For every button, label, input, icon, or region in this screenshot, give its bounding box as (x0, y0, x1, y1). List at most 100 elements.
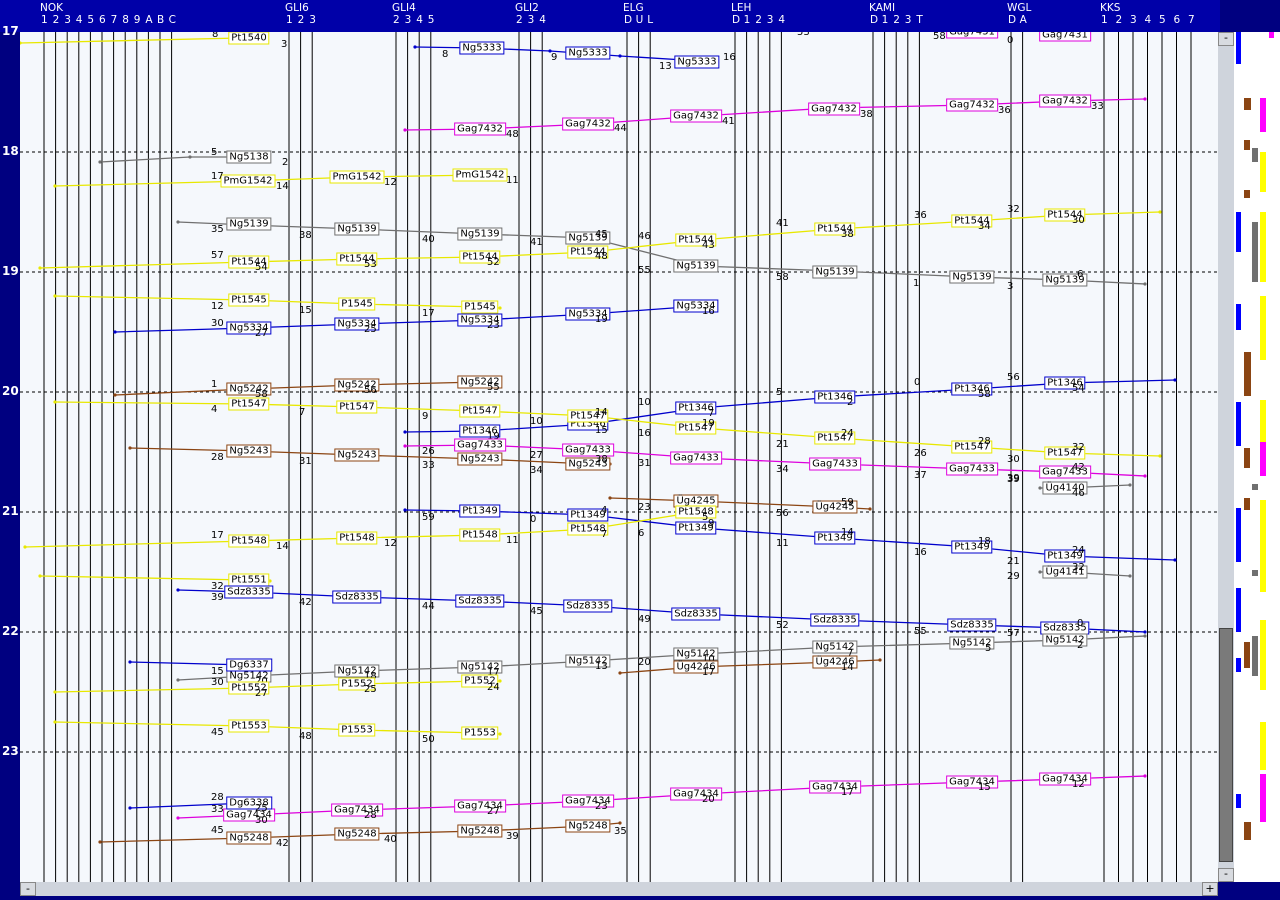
vertical-scrollbar[interactable]: - - (1218, 32, 1234, 882)
train-number-label[interactable]: Gag7434 (1039, 772, 1091, 786)
horizontal-scrollbar[interactable]: - + (20, 882, 1218, 896)
station-wgl[interactable]: WGL (1007, 2, 1032, 14)
station-gli6[interactable]: GLI6 (285, 2, 309, 14)
scroll-up-button[interactable]: - (1218, 32, 1234, 46)
train-number-label[interactable]: Pt1349 (459, 504, 501, 518)
train-number-label[interactable]: Ng5142 (457, 660, 503, 674)
train-number-label[interactable]: Ng5248 (457, 824, 503, 838)
train-number-label[interactable]: Üg4246 (812, 655, 858, 669)
station-gli2[interactable]: GLI2 (515, 2, 539, 14)
train-number-label[interactable]: P1553 (338, 723, 376, 737)
train-number-label[interactable]: Ng5334 (334, 317, 380, 331)
station-kks[interactable]: KKS (1100, 2, 1121, 14)
train-number-label[interactable]: Sdz8335 (563, 599, 613, 613)
train-number-label[interactable]: Pt1553 (228, 719, 270, 733)
train-number-label[interactable]: Pt1349 (1044, 549, 1086, 563)
train-number-label[interactable]: Ng5334 (226, 321, 272, 335)
train-number-label[interactable]: Ng5334 (565, 307, 611, 321)
train-number-label[interactable]: Pt1544 (675, 233, 717, 247)
train-number-label[interactable]: Pt1548 (459, 528, 501, 542)
train-number-label[interactable]: Gag7434 (454, 799, 506, 813)
train-number-label[interactable]: Ng5248 (334, 827, 380, 841)
train-number-label[interactable]: Pt1349 (675, 521, 717, 535)
train-number-label[interactable]: Ng5142 (673, 647, 719, 661)
train-graph[interactable]: Pt1540 8 3 Ng5333 Ng5333 Ng5333 8 9 13 16 Gag7432 G… (20, 32, 1218, 882)
train-number-label[interactable]: Pt1547 (675, 421, 717, 435)
overview-strip[interactable] (1234, 32, 1280, 882)
train-number-label[interactable]: Ng5243 (334, 448, 380, 462)
train-number-label[interactable]: Dg6338 (226, 796, 272, 810)
train-number-label[interactable]: Pt1544 (814, 222, 856, 236)
train-number-label[interactable]: Ng5242 (457, 375, 503, 389)
train-number-label[interactable]: Gag7434 (809, 780, 861, 794)
train-number-label[interactable]: Sdz8335 (947, 618, 997, 632)
train-number-label[interactable]: Pt1548 (567, 522, 609, 536)
train-number-label[interactable]: Ng5242 (334, 378, 380, 392)
train-number-label[interactable]: Dg6337 (226, 658, 272, 672)
train-number-label[interactable]: Pt1540 (228, 32, 270, 45)
station-elg[interactable]: ELG (623, 2, 644, 14)
train-number-label[interactable]: Pt1349 (951, 540, 993, 554)
train-number-label[interactable]: Ng5243 (457, 452, 503, 466)
train-number-label[interactable]: Üg4141 (1042, 565, 1088, 579)
train-number-label[interactable]: Ng5142 (812, 640, 858, 654)
train-number-label[interactable]: Ng5333 (674, 55, 720, 69)
train-number-label[interactable]: Üg4246 (673, 660, 719, 674)
station-kami[interactable]: KAMI (869, 2, 896, 14)
train-number-label[interactable]: Gag7432 (454, 122, 506, 136)
train-number-label[interactable]: Pt1547 (814, 431, 856, 445)
train-number-label[interactable]: Pt1346 (675, 401, 717, 415)
train-number-label[interactable]: Ng5139 (565, 231, 611, 245)
train-number-label[interactable]: Ng5243 (565, 457, 611, 471)
train-number-label[interactable]: Ng5142 (1042, 633, 1088, 647)
scroll-down-button[interactable]: - (1218, 868, 1234, 882)
train-number-label[interactable]: Pt1547 (567, 409, 609, 423)
train-number-label[interactable]: Gag7433 (454, 438, 506, 452)
scroll-thumb[interactable] (1219, 628, 1233, 862)
train-number-label[interactable]: Ng5334 (457, 313, 503, 327)
train-number-label[interactable]: Pt1544 (1044, 208, 1086, 222)
train-number-label[interactable]: Pt1346 (459, 424, 501, 438)
train-number-label[interactable]: Ng5142 (334, 664, 380, 678)
train-number-label[interactable]: Ng5139 (1042, 273, 1088, 287)
train-number-label[interactable]: Ng5139 (457, 227, 503, 241)
train-number-label[interactable]: Gag7434 (670, 787, 722, 801)
scroll-right-button[interactable]: + (1202, 882, 1218, 896)
train-number-label[interactable]: Ng5248 (565, 819, 611, 833)
train-number-label[interactable]: Pt1544 (567, 245, 609, 259)
train-number-label[interactable]: Gag7431 (1039, 32, 1091, 42)
train-number-label[interactable]: Sdz8335 (455, 594, 505, 608)
train-number-label[interactable]: Ng5248 (226, 831, 272, 845)
train-number-label[interactable]: Pt1547 (459, 404, 501, 418)
train-number-label[interactable]: Pt1547 (1044, 446, 1086, 460)
train-number-label[interactable]: Pt1548 (228, 534, 270, 548)
train-number-label[interactable]: Gag7434 (331, 803, 383, 817)
train-number-label[interactable]: Pt1346 (814, 390, 856, 404)
train-number-label[interactable]: Pt1552 (228, 681, 270, 695)
train-number-label[interactable]: Pt1544 (951, 214, 993, 228)
train-number-label[interactable]: Pt1547 (228, 397, 270, 411)
scroll-left-button[interactable]: - (20, 882, 36, 896)
station-leh[interactable]: LEH (731, 2, 752, 14)
train-number-label[interactable]: P1552 (461, 674, 499, 688)
train-number-label[interactable]: PmG1542 (329, 170, 385, 184)
train-number-label[interactable]: Üg4140 (1042, 481, 1088, 495)
train-number-label[interactable]: Ng5333 (565, 46, 611, 60)
train-number-label[interactable]: P1552 (338, 677, 376, 691)
train-number-label[interactable]: Gag7432 (670, 109, 722, 123)
train-number-label[interactable]: Ng5139 (226, 217, 272, 231)
train-number-label[interactable]: Ng5142 (949, 636, 995, 650)
train-number-label[interactable]: Ng5142 (565, 654, 611, 668)
train-number-label[interactable]: Gag7432 (1039, 94, 1091, 108)
train-number-label[interactable]: Gag7432 (808, 102, 860, 116)
train-number-label[interactable]: Pt1346 (1044, 376, 1086, 390)
train-number-label[interactable]: Ng5139 (949, 270, 995, 284)
train-number-label[interactable]: Ng5138 (226, 150, 272, 164)
train-number-label[interactable]: PmG1542 (452, 168, 508, 182)
train-number-label[interactable]: Ng5139 (673, 259, 719, 273)
train-number-label[interactable]: Üg4245 (812, 500, 858, 514)
train-number-label[interactable]: Pt1346 (951, 382, 993, 396)
train-number-label[interactable]: Ng5333 (459, 41, 505, 55)
station-nok[interactable]: NOK (40, 2, 64, 14)
train-number-label[interactable]: Gag7432 (562, 117, 614, 131)
